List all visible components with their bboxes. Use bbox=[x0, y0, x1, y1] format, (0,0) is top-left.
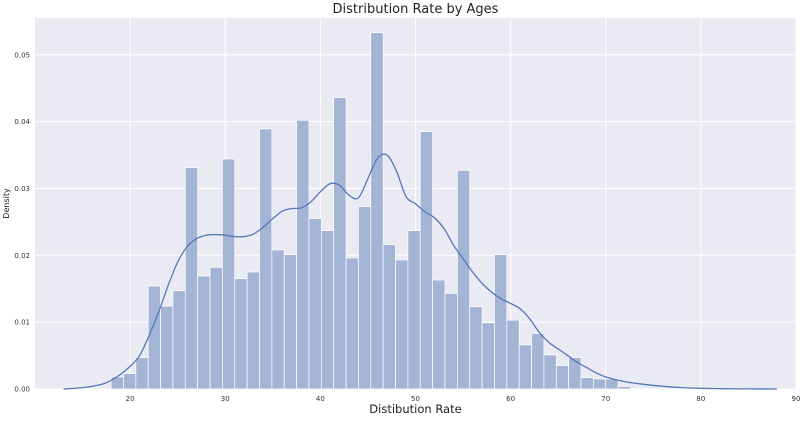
x-tick-label: 40 bbox=[316, 395, 325, 403]
x-tick-label: 70 bbox=[601, 395, 610, 403]
chart-title: Distribution Rate by Ages bbox=[333, 2, 499, 17]
histogram-bars bbox=[110, 32, 631, 390]
x-tick-label: 80 bbox=[696, 395, 705, 403]
histogram-bar bbox=[160, 305, 174, 390]
y-tick-label: 0.00 bbox=[14, 386, 30, 394]
histogram-bar bbox=[197, 275, 211, 390]
histogram-bar bbox=[333, 97, 347, 390]
histogram-bar bbox=[283, 254, 297, 390]
histogram-bar bbox=[518, 344, 532, 390]
histogram-bar bbox=[320, 230, 335, 390]
histogram-bar bbox=[494, 254, 508, 390]
histogram-bar bbox=[395, 259, 409, 390]
histogram-bar bbox=[123, 373, 137, 390]
x-tick-label: 90 bbox=[792, 395, 801, 403]
histogram-bar bbox=[444, 293, 458, 390]
histogram-bar bbox=[593, 378, 607, 390]
histogram-bar bbox=[432, 279, 446, 390]
y-tick-label: 0.03 bbox=[14, 185, 30, 193]
histogram-bar bbox=[259, 128, 273, 390]
x-axis-label: Distibution Rate bbox=[369, 402, 461, 416]
histogram-bar bbox=[358, 206, 372, 390]
histogram-bar bbox=[568, 357, 582, 390]
histogram-bar bbox=[184, 167, 199, 390]
histogram-bar bbox=[222, 158, 236, 390]
x-tick-label: 50 bbox=[411, 395, 420, 403]
histogram-bar bbox=[407, 230, 421, 390]
y-tick-label: 0.05 bbox=[14, 51, 30, 59]
histogram-bar bbox=[271, 249, 285, 390]
histogram-bar bbox=[481, 322, 495, 390]
histogram-bar bbox=[617, 385, 631, 390]
histogram-bar bbox=[246, 271, 260, 390]
histogram-bar bbox=[469, 306, 483, 390]
histogram-bar bbox=[308, 218, 322, 390]
y-tick-label: 0.01 bbox=[14, 319, 30, 327]
y-axis-label: Density bbox=[2, 188, 11, 219]
y-tick-label: 0.02 bbox=[14, 252, 30, 260]
histogram-bar bbox=[457, 170, 471, 390]
axis-ticks: 20 30 40 50 60 70 80 90 0.00 0.01 0.02 0.03 0.04 0.05 bbox=[14, 51, 800, 403]
kde-curve bbox=[63, 153, 777, 390]
histogram-bar bbox=[382, 244, 396, 390]
x-tick-label: 20 bbox=[126, 395, 135, 403]
histogram-bar bbox=[296, 119, 310, 390]
histogram-bar bbox=[234, 278, 248, 390]
histogram-bar bbox=[555, 365, 570, 390]
histogram-bar bbox=[531, 333, 545, 390]
histogram-bar bbox=[506, 319, 520, 390]
x-tick-label: 60 bbox=[506, 395, 515, 403]
histogram-bar bbox=[370, 32, 384, 390]
histogram-bar bbox=[345, 257, 359, 390]
histogram-bar bbox=[580, 377, 594, 390]
x-tick-label: 30 bbox=[221, 395, 230, 403]
y-tick-label: 0.04 bbox=[14, 118, 30, 126]
histogram-bar bbox=[135, 357, 149, 390]
histogram-bar bbox=[147, 285, 161, 390]
histogram-bar bbox=[543, 354, 557, 390]
kde-curve-group bbox=[63, 153, 777, 390]
histogram-bar bbox=[172, 290, 186, 390]
histogram-bar bbox=[209, 266, 223, 390]
histogram-bar bbox=[419, 131, 433, 390]
